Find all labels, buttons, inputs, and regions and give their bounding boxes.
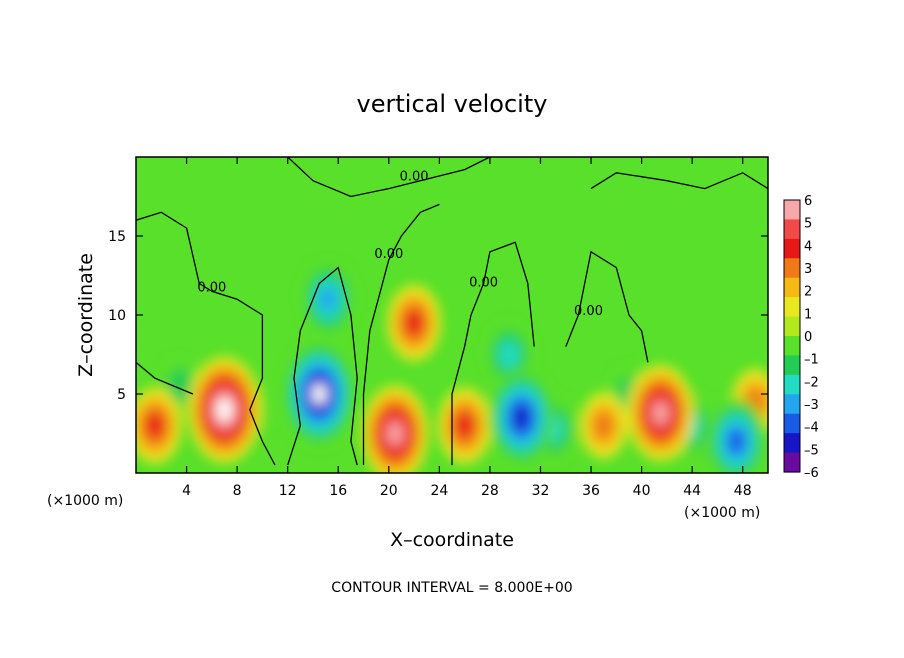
velocity-blob — [168, 369, 193, 403]
x-tick-label: 8 — [233, 483, 242, 499]
velocity-blob — [319, 286, 338, 312]
velocity-field — [136, 261, 768, 473]
colorbar-tick-label: –4 — [804, 421, 819, 436]
colorbar-frame — [783, 199, 801, 473]
colorbar-swatch — [784, 394, 800, 415]
y-tick-label: 15 — [108, 229, 126, 245]
x-tick-label: 12 — [279, 483, 297, 499]
colorbar-tick-label: –5 — [804, 443, 819, 458]
velocity-blob — [455, 412, 474, 439]
x-unit-left: (×1000 m) — [47, 493, 123, 509]
zero-contour — [451, 241, 535, 466]
x-tick-label: 40 — [633, 483, 651, 499]
colorbar-tick-label: –2 — [804, 375, 819, 390]
colorbar-tick-label: –1 — [804, 353, 819, 368]
colorbar-tick-label: 1 — [804, 307, 812, 322]
colorbar-tick-label: –3 — [804, 398, 819, 413]
x-tick-label: 20 — [380, 483, 398, 499]
velocity-blob — [593, 411, 614, 440]
colorbar-swatch — [784, 200, 800, 221]
y-tick-label: 10 — [108, 308, 126, 324]
velocity-blob — [217, 399, 232, 421]
colorbar-tick-label: 2 — [804, 285, 812, 300]
x-unit-right: (×1000 m) — [684, 505, 760, 521]
x-tick-label: 32 — [532, 483, 550, 499]
x-tick-label: 44 — [683, 483, 701, 499]
x-tick-label: 4 — [182, 483, 191, 499]
zero-contour — [590, 172, 768, 190]
colorbar-tick-label: 5 — [804, 217, 812, 232]
contour-interval-note: CONTOUR INTERVAL = 8.000E+00 — [331, 580, 572, 596]
zero-contour — [287, 266, 358, 466]
colorbar-swatch — [784, 277, 800, 298]
x-tick-label: 36 — [582, 483, 600, 499]
y-axis: 5 10 15 — [108, 229, 768, 403]
colorbar-swatch — [784, 297, 800, 318]
y-axis-label: Z–coordinate — [75, 253, 97, 377]
velocity-blob — [652, 401, 669, 425]
colorbar-swatch — [784, 413, 800, 434]
x-tick-label: 16 — [329, 483, 347, 499]
colorbar-swatch — [784, 336, 800, 357]
colorbar-tick-label: 6 — [804, 194, 812, 209]
colorbar-swatch — [784, 258, 800, 279]
colorbar-tick-label: 0 — [804, 330, 812, 345]
colorbar: 6 5 4 3 2 1 0 –1 –2 –3 –4 –5 –6 — [783, 194, 819, 481]
plot-area — [136, 157, 768, 473]
contour-label: 0.00 — [574, 304, 603, 319]
contour-label: 0.00 — [469, 276, 498, 291]
zero-contour — [136, 361, 194, 395]
colorbar-swatch — [784, 374, 800, 395]
velocity-blob — [513, 406, 530, 429]
zero-contour — [362, 203, 440, 466]
contour-label: 0.00 — [400, 170, 429, 185]
colorbar-swatch — [784, 355, 800, 376]
contour-labels: 0.00 0.00 0.00 0.00 0.00 — [197, 170, 603, 319]
zero-contour — [136, 211, 276, 466]
velocity-blob — [405, 310, 423, 336]
colorbar-swatch — [784, 316, 800, 337]
y-tick-label: 5 — [117, 387, 126, 403]
x-tick-label: 24 — [430, 483, 448, 499]
velocity-blob — [387, 422, 403, 445]
zero-contour — [287, 157, 491, 198]
velocity-blob — [728, 429, 745, 454]
velocity-blob — [498, 340, 519, 369]
colorbar-swatch — [784, 219, 800, 240]
colorbar-swatch — [784, 452, 800, 473]
zero-contours — [136, 157, 768, 466]
colorbar-swatch — [784, 433, 800, 454]
colorbar-tick-label: 4 — [804, 239, 812, 254]
chart-title: vertical velocity — [357, 90, 548, 118]
x-axis: 4 8 12 16 20 24 28 32 36 40 44 48 — [182, 157, 752, 499]
velocity-blob — [311, 383, 327, 405]
zero-contour — [565, 250, 649, 363]
colorbar-tick-label: 3 — [804, 262, 812, 277]
colorbar-tick-label: –6 — [804, 466, 819, 481]
velocity-blob — [146, 412, 164, 439]
x-tick-label: 28 — [481, 483, 499, 499]
x-tick-label: 48 — [734, 483, 752, 499]
contour-label: 0.00 — [374, 247, 403, 262]
contour-label: 0.00 — [197, 280, 226, 295]
x-axis-label: X–coordinate — [390, 529, 514, 551]
colorbar-swatch — [784, 238, 800, 259]
